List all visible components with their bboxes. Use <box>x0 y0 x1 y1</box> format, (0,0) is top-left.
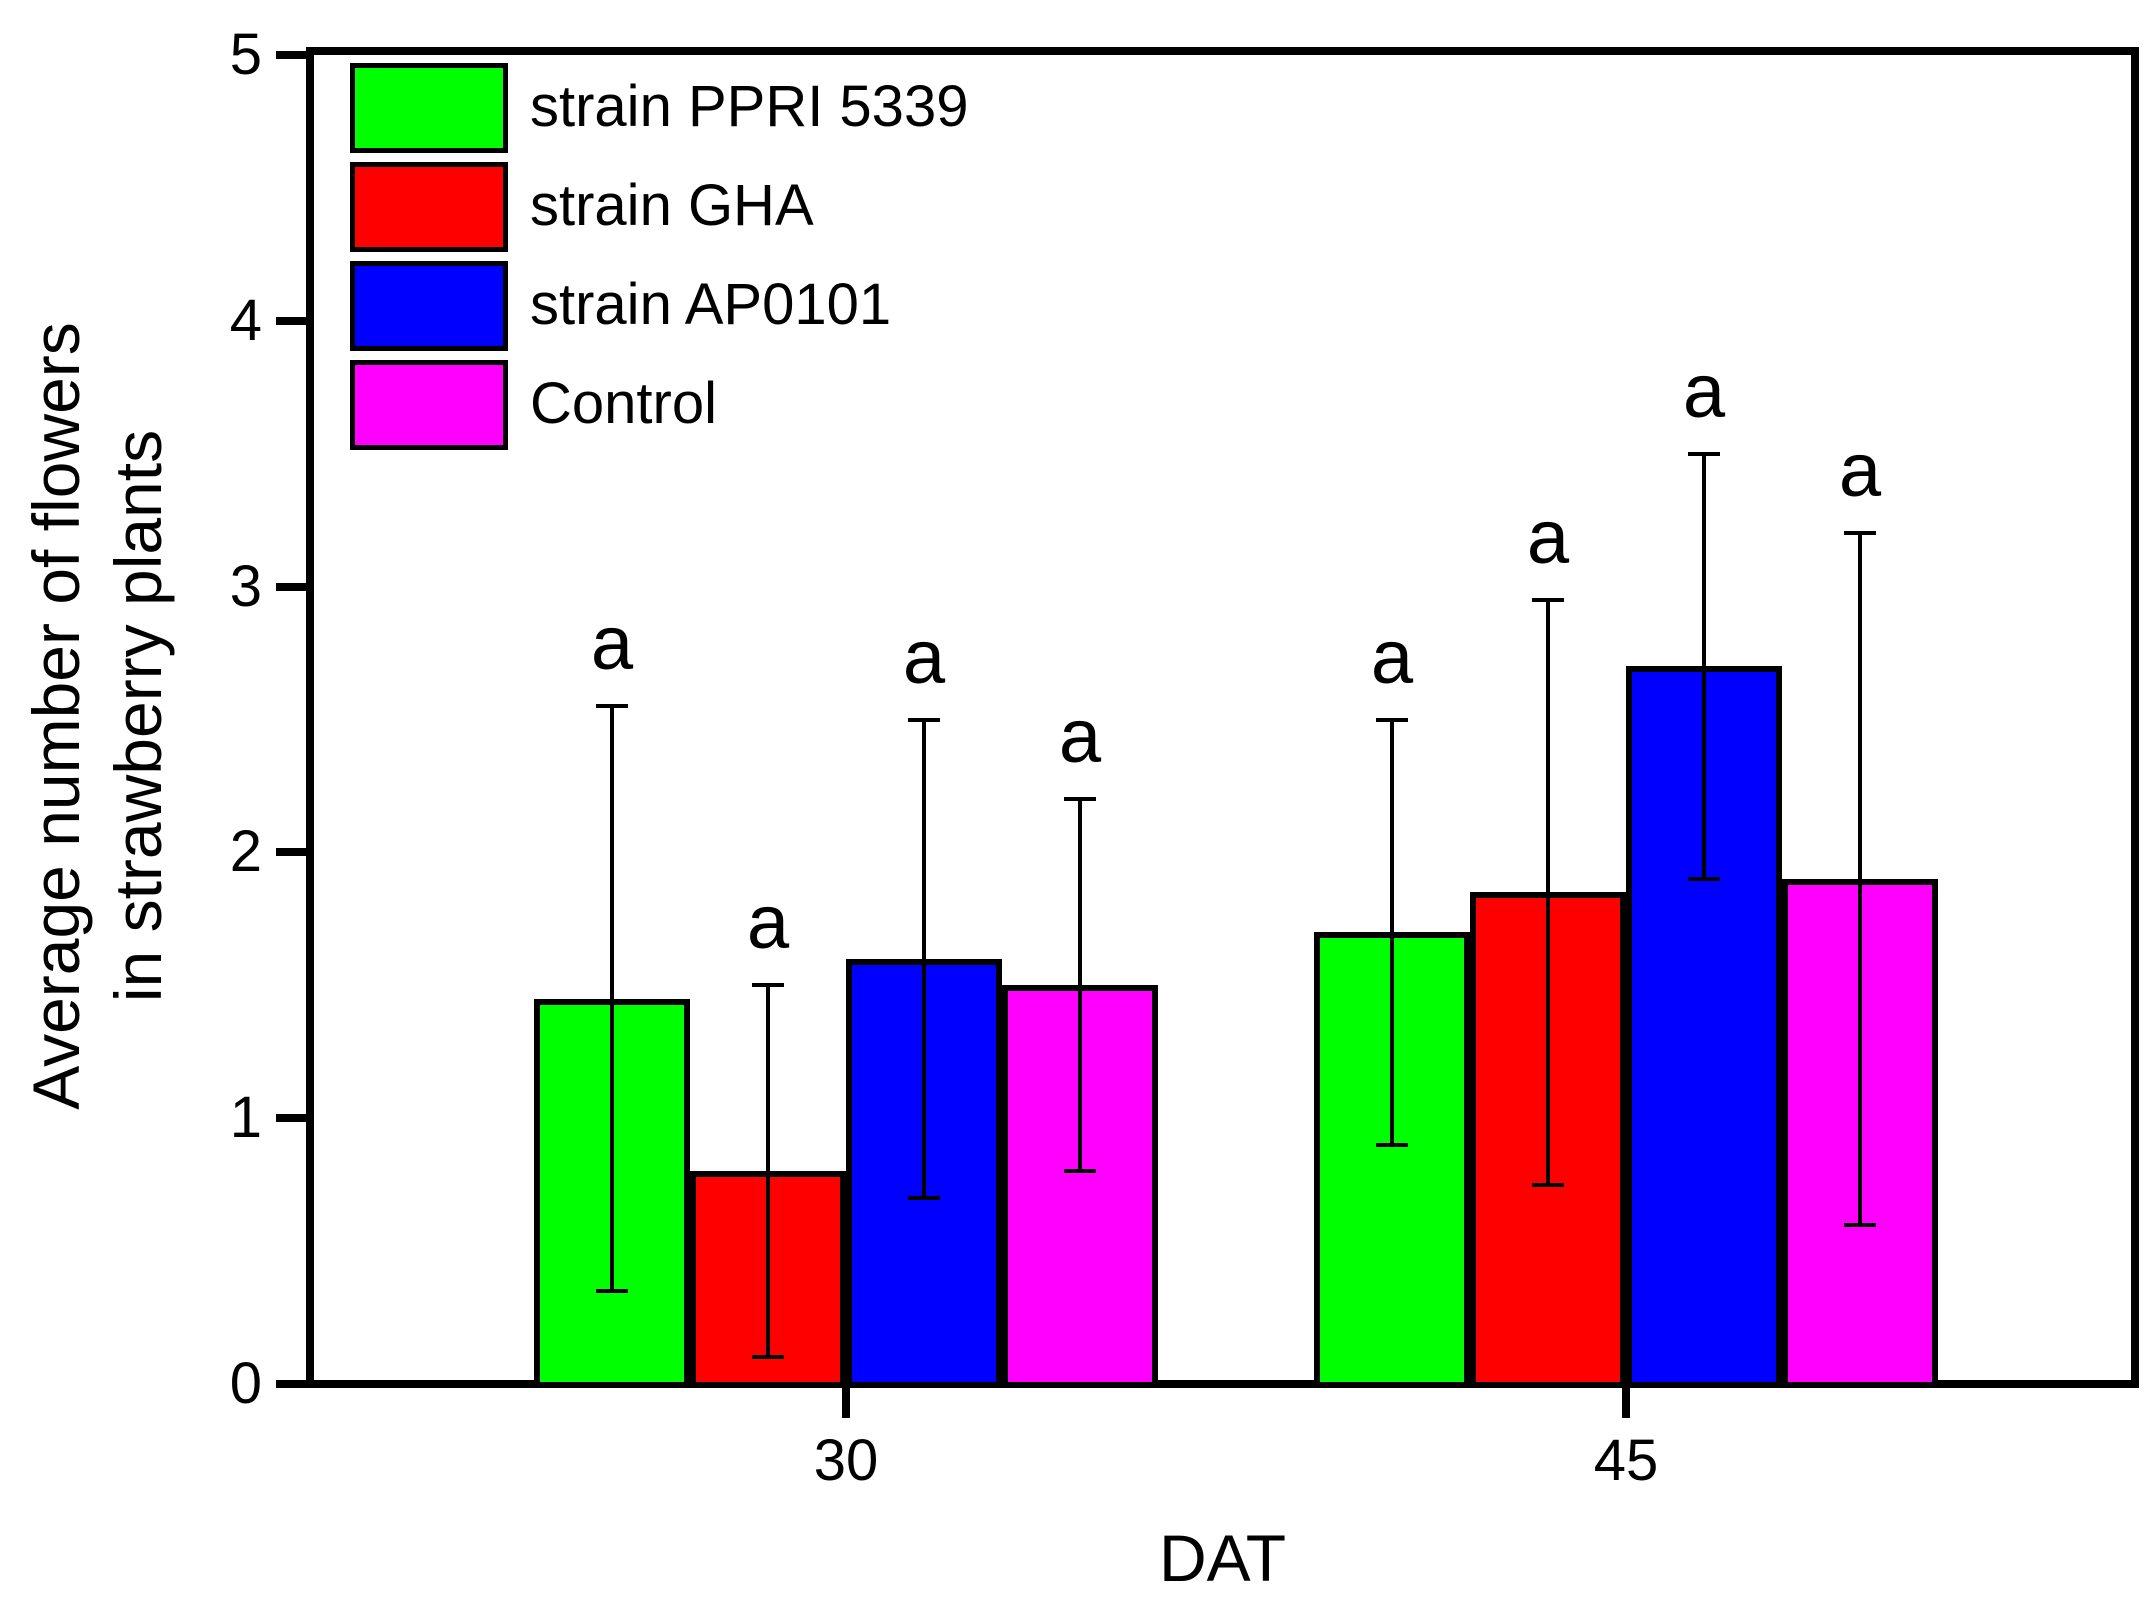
y-tick-label: 3 <box>229 553 262 619</box>
y-tick-mark <box>276 848 306 857</box>
plot-area-frame <box>306 47 2139 1388</box>
error-bar-cap-upper <box>596 704 628 709</box>
error-bar-cap-lower <box>596 1288 628 1293</box>
error-bar-cap-lower <box>1688 876 1720 881</box>
y-tick-label: 2 <box>229 819 262 885</box>
y-axis-title-line1: Average number of flowers <box>19 322 93 1110</box>
y-tick-label: 5 <box>229 22 262 87</box>
error-bar-line <box>922 719 926 1198</box>
error-bar-cap-upper <box>1376 717 1408 722</box>
significance-letter: a <box>1682 348 1726 434</box>
y-tick-label: 4 <box>229 287 262 353</box>
x-tick-mark <box>842 1388 850 1418</box>
legend-swatch-strain-ppri-5339 <box>350 63 508 153</box>
error-bar-line <box>1858 533 1862 1225</box>
y-tick-label: 1 <box>229 1085 262 1151</box>
significance-letter: a <box>902 614 946 700</box>
legend-swatch-strain-gha <box>350 162 508 252</box>
x-tick-label: 45 <box>1593 1428 1659 1493</box>
error-bar-line <box>1702 453 1706 879</box>
error-bar-line <box>1390 719 1394 1145</box>
x-tick-label: 30 <box>813 1428 879 1493</box>
error-bar-cap-upper <box>1844 531 1876 536</box>
y-axis-title: Average number of flowers in strawberry … <box>15 16 179 1416</box>
significance-letter: a <box>746 880 790 966</box>
y-axis-title-line2: in strawberry plants <box>101 429 175 1003</box>
error-bar-cap-lower <box>1532 1182 1564 1187</box>
error-bar-cap-upper <box>1532 597 1564 602</box>
significance-letter: a <box>1838 428 1882 514</box>
error-bar-cap-lower <box>1844 1222 1876 1227</box>
error-bar-line <box>610 706 614 1291</box>
error-bar-cap-upper <box>1688 451 1720 456</box>
error-bar-cap-lower <box>1376 1142 1408 1147</box>
legend-label: strain AP0101 <box>530 272 892 337</box>
legend-swatch-control <box>350 360 508 450</box>
y-tick-mark <box>276 582 306 591</box>
legend-label: strain PPRI 5339 <box>530 74 969 139</box>
y-tick-mark <box>276 1380 306 1388</box>
y-tick-label: 0 <box>229 1351 262 1416</box>
y-tick-mark <box>276 316 306 325</box>
error-bar-cap-upper <box>1064 797 1096 802</box>
legend-label: strain GHA <box>530 173 814 238</box>
error-bar-cap-lower <box>752 1355 784 1360</box>
error-bar-cap-lower <box>908 1195 940 1200</box>
error-bar-line <box>766 985 770 1358</box>
error-bar-line <box>1546 599 1550 1185</box>
significance-letter: a <box>1058 694 1102 780</box>
legend-swatch-strain-ap0101 <box>350 261 508 351</box>
y-tick-mark <box>276 1114 306 1123</box>
x-tick-mark <box>1622 1388 1630 1418</box>
error-bar-line <box>1078 799 1082 1172</box>
x-axis-title: DAT <box>1158 1521 1287 1595</box>
error-bar-cap-lower <box>1064 1169 1096 1174</box>
significance-letter: a <box>1526 494 1570 580</box>
error-bar-cap-upper <box>908 717 940 722</box>
significance-letter: a <box>1370 614 1414 700</box>
y-tick-mark <box>276 51 306 59</box>
error-bar-cap-upper <box>752 983 784 988</box>
significance-letter: a <box>590 601 634 687</box>
legend-label: Control <box>530 371 717 436</box>
